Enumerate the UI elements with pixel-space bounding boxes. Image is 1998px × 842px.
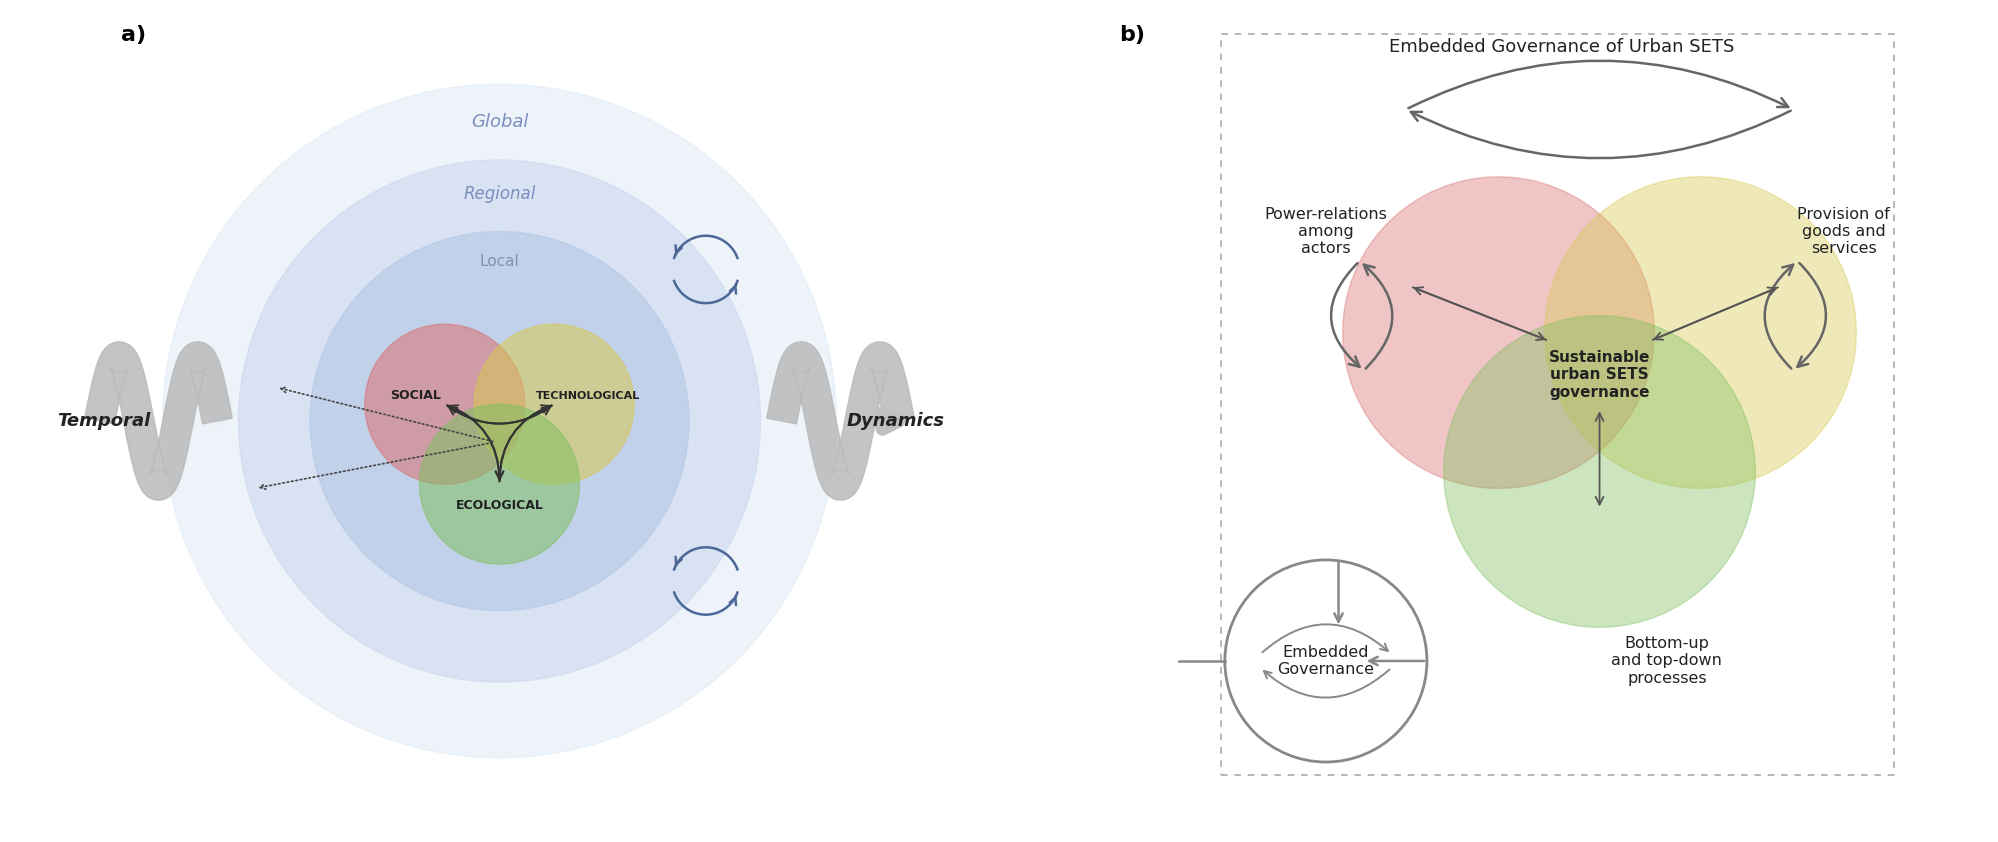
Text: Power-relations
among
actors: Power-relations among actors: [1265, 206, 1387, 257]
Text: SOCIAL: SOCIAL: [390, 389, 442, 402]
Text: Embedded
Governance: Embedded Governance: [1277, 645, 1375, 677]
Text: ECOLOGICAL: ECOLOGICAL: [456, 498, 543, 512]
Polygon shape: [84, 342, 232, 500]
Text: Provision of
goods and
services: Provision of goods and services: [1798, 206, 1890, 257]
Text: Dynamics: Dynamics: [847, 412, 945, 430]
Polygon shape: [767, 342, 915, 500]
Text: a): a): [120, 25, 146, 45]
Circle shape: [366, 324, 525, 484]
Text: Global: Global: [472, 113, 527, 131]
Text: b): b): [1119, 25, 1145, 45]
Circle shape: [474, 324, 633, 484]
Text: TECHNOLOGICAL: TECHNOLOGICAL: [535, 391, 639, 401]
Text: Embedded Governance of Urban SETS: Embedded Governance of Urban SETS: [1389, 38, 1734, 56]
Text: Local: Local: [480, 253, 519, 269]
Circle shape: [1343, 177, 1654, 488]
Circle shape: [238, 160, 761, 682]
Text: Bottom-up
and top-down
processes: Bottom-up and top-down processes: [1612, 636, 1722, 686]
Text: Temporal: Temporal: [58, 412, 150, 430]
Circle shape: [1544, 177, 1856, 488]
Text: Regional: Regional: [464, 184, 535, 203]
Bar: [1221, 34, 1894, 775]
Text: Sustainable
urban SETS
governance: Sustainable urban SETS governance: [1548, 349, 1650, 400]
Circle shape: [1445, 316, 1756, 627]
Circle shape: [420, 404, 579, 564]
Circle shape: [310, 232, 689, 610]
Circle shape: [162, 84, 837, 758]
